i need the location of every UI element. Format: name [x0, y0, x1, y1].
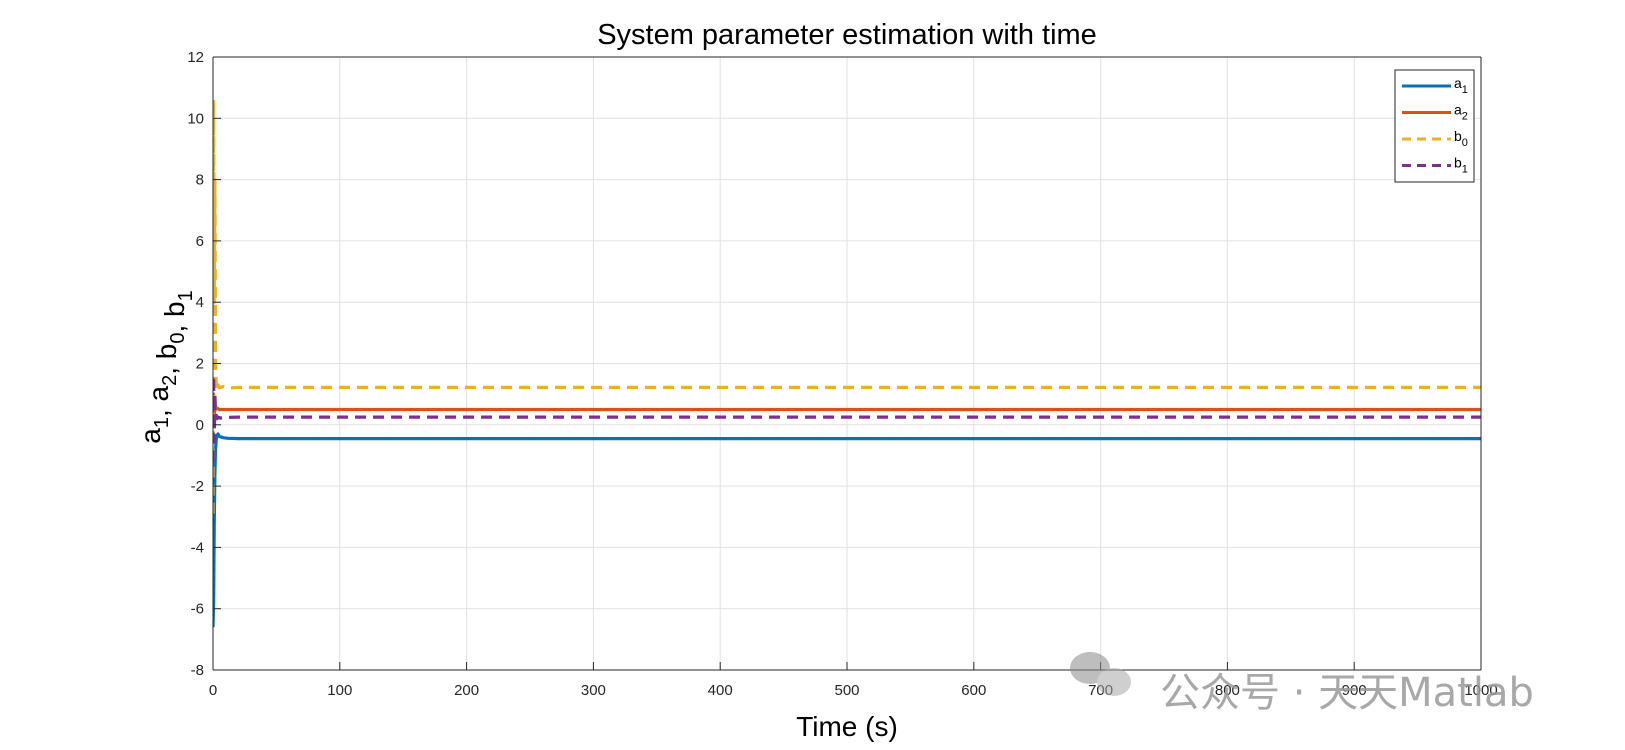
- legend-label-main: a: [1454, 75, 1462, 91]
- tick-labels: 01002003004005006007008009001000-8-6-4-2…: [187, 49, 1497, 699]
- legend-box: [1394, 69, 1475, 183]
- legend-label: a2: [1454, 102, 1468, 123]
- y-label-subscript: 2: [159, 375, 181, 386]
- legend-label-main: b: [1454, 155, 1462, 171]
- legend-label-main: a: [1454, 102, 1462, 118]
- x-tick-label: 100: [327, 682, 352, 699]
- legend-label-main: b: [1454, 128, 1462, 144]
- y-tick-label: 2: [196, 356, 204, 373]
- y-tick-label: -2: [191, 478, 204, 495]
- y-label-part: , b: [159, 301, 190, 332]
- y-label-part: , a: [143, 385, 174, 417]
- x-tick-label: 300: [581, 682, 606, 699]
- wechat-icon: [1070, 652, 1131, 696]
- x-tick-label: 200: [454, 682, 479, 699]
- x-tick-label: 400: [708, 682, 733, 699]
- y-label-part: a: [135, 428, 166, 444]
- chart-title: System parameter estimation with time: [597, 19, 1097, 51]
- y-tick-label: -6: [191, 601, 204, 618]
- y-tick-label: 12: [187, 49, 204, 66]
- y-tick-label: -4: [191, 539, 204, 556]
- x-tick-label: 1000: [1464, 682, 1497, 699]
- x-tick-label: 500: [834, 682, 859, 699]
- legend-label: a1: [1454, 75, 1468, 96]
- axes: [212, 56, 1482, 671]
- x-tick-label: 900: [1342, 682, 1367, 699]
- series-line-b0: [213, 98, 1481, 514]
- legend-label: b0: [1454, 128, 1468, 149]
- wechat-bubble-small: [1097, 668, 1131, 696]
- y-tick-label: -8: [191, 662, 204, 679]
- plot-lines: [213, 98, 1481, 628]
- legend-label-sub: 1: [1462, 84, 1468, 96]
- x-tick-label: 800: [1215, 682, 1240, 699]
- legend-label-sub: 2: [1462, 111, 1468, 123]
- legend-label-sub: 0: [1462, 137, 1468, 149]
- legend-label: b1: [1454, 155, 1468, 176]
- legend-label-sub: 1: [1462, 164, 1468, 176]
- watermark: 公众号 · 天天Matlab: [1070, 652, 1534, 716]
- y-label-subscript: 0: [167, 333, 189, 344]
- x-tick-label: 0: [209, 682, 217, 699]
- x-tick-label: 600: [961, 682, 986, 699]
- x-axis-label: Time (s): [796, 711, 898, 742]
- watermark-text: 公众号 · 天天Matlab: [1160, 670, 1534, 716]
- y-label-subscript: 1: [175, 290, 197, 301]
- y-tick-label: 4: [196, 294, 204, 311]
- y-tick-label: 6: [196, 233, 204, 250]
- y-tick-label: 8: [196, 172, 204, 189]
- y-axis-label: a1, a2, b0, b1: [135, 290, 197, 444]
- series-line-b1: [213, 374, 1481, 462]
- y-label-part: , b: [151, 344, 182, 375]
- y-tick-label: 10: [187, 110, 204, 127]
- y-label-subscript: 1: [151, 417, 173, 428]
- y-tick-label: 0: [196, 417, 204, 434]
